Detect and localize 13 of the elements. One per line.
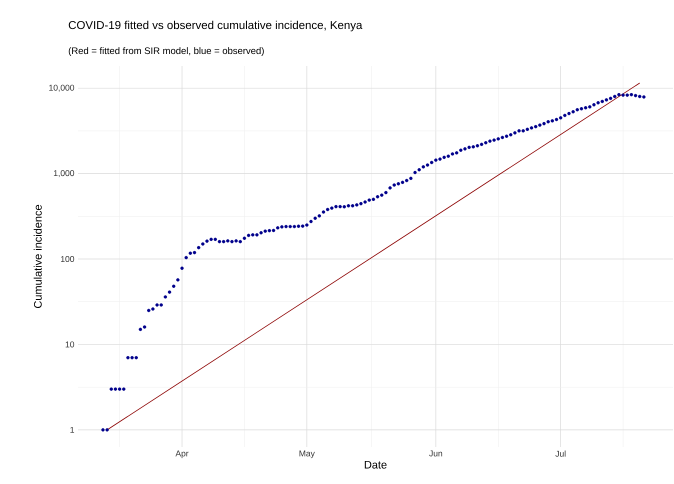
x-tick-label: May (300, 450, 315, 458)
x-tick-label: Apr (175, 450, 188, 458)
x-tick-label: Jun (429, 450, 442, 456)
y-tick-label: 1,000 (54, 170, 74, 178)
y-tick-label: 100 (60, 256, 74, 262)
y-tick-label: 10,000 (49, 84, 74, 92)
x-axis-title: Date (364, 460, 387, 469)
chart-title: COVID-19 fitted vs observed cumulative incidence, Kenya (68, 20, 362, 32)
y-tick-label: 1 (70, 426, 74, 433)
x-tick-label: Jul (555, 450, 566, 457)
chart-subtitle: (Red = fitted from SIR model, blue = observed) (68, 47, 264, 56)
y-tick-label: 10 (66, 341, 74, 348)
y-axis-title: Cumulative incidence (34, 204, 42, 308)
